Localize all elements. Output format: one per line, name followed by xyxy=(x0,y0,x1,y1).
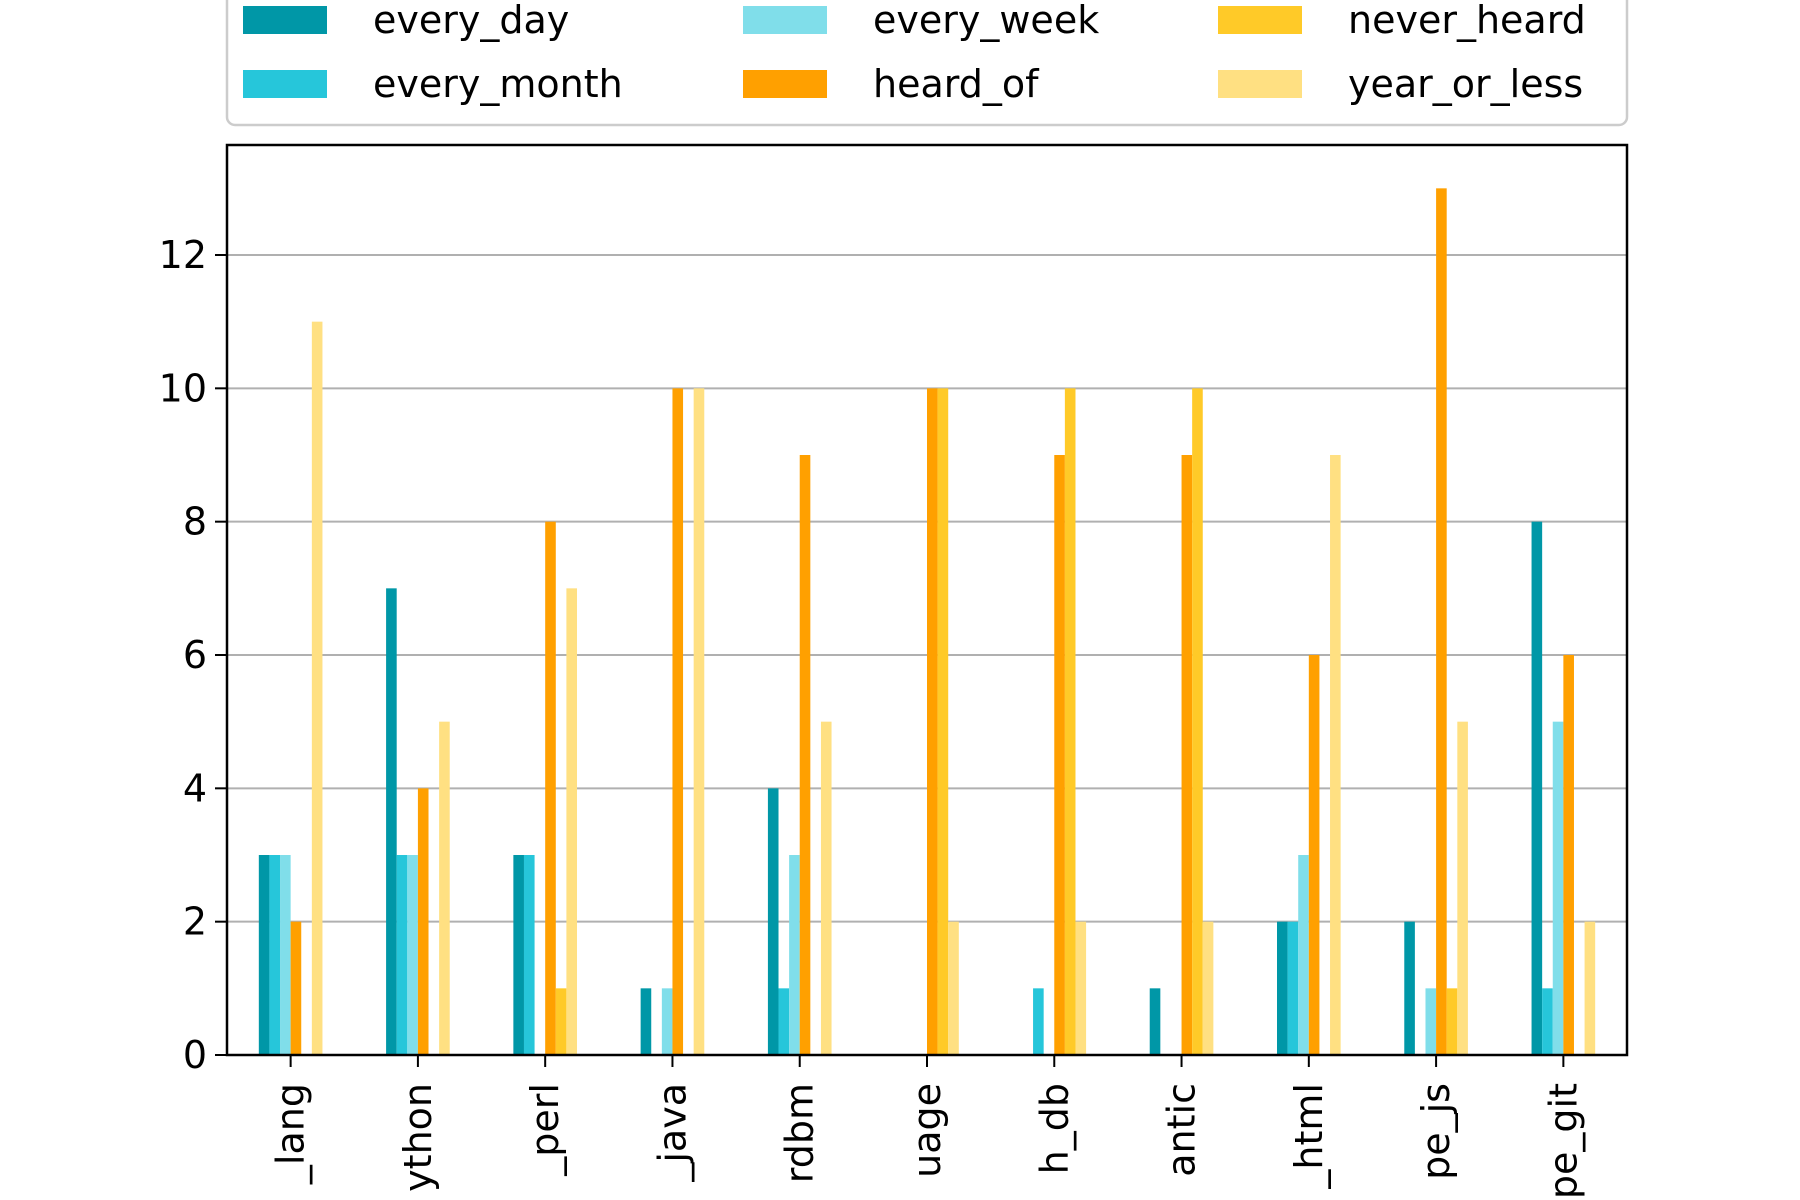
bar-every_day-8 xyxy=(1277,921,1288,1055)
bar-year_or_less-5 xyxy=(948,921,959,1055)
y-tick-label: 2 xyxy=(183,900,207,944)
bar-heard_of-10 xyxy=(1563,655,1574,1055)
bar-every_month-1 xyxy=(396,855,408,1055)
bar-every_day-1 xyxy=(386,588,397,1055)
bar-year_or_less-4 xyxy=(820,721,832,1055)
bar-every_month-6 xyxy=(1033,988,1044,1055)
bar-never_heard-7 xyxy=(1192,388,1203,1055)
y-tick-label: 12 xyxy=(159,233,207,277)
legend-label-heard_of: heard_of xyxy=(873,62,1040,106)
bar-every_week-10 xyxy=(1552,721,1564,1055)
x-tick-label: antic xyxy=(1160,1083,1204,1177)
bar-every_week-3 xyxy=(661,988,673,1055)
bar-year_or_less-3 xyxy=(693,388,705,1055)
bar-heard_of-1 xyxy=(417,788,429,1055)
legend-swatch-every_month xyxy=(243,70,327,98)
bar-heard_of-9 xyxy=(1436,188,1447,1056)
bar-every_day-0 xyxy=(258,855,270,1055)
bar-never_heard-2 xyxy=(555,988,567,1055)
x-axis: _lang ython _perl _java rdbm uage h_db antic _ht… xyxy=(269,1055,1585,1199)
bar-year_or_less-7 xyxy=(1202,921,1214,1055)
bar-every_day-10 xyxy=(1531,521,1543,1055)
x-tick-label: pe_git xyxy=(1541,1083,1585,1199)
bars xyxy=(258,188,1596,1056)
bar-every_month-8 xyxy=(1287,921,1299,1055)
bar-every_month-0 xyxy=(269,855,281,1055)
x-tick-label: pe_js xyxy=(1414,1083,1458,1180)
y-axis: 0 2 4 6 8 10 12 xyxy=(159,233,227,1077)
legend-label-every_day: every_day xyxy=(373,0,569,42)
y-tick-label: 10 xyxy=(159,366,207,410)
bar-heard_of-2 xyxy=(545,521,556,1055)
x-tick-label: _html xyxy=(1287,1083,1331,1190)
bar-year_or_less-1 xyxy=(439,721,450,1055)
legend-swatch-heard_of xyxy=(743,70,827,98)
legend-swatch-year_or_less xyxy=(1218,70,1302,98)
x-tick-label: rdbm xyxy=(778,1083,822,1183)
bar-year_or_less-10 xyxy=(1584,921,1596,1055)
x-tick-label: uage xyxy=(905,1083,949,1178)
bar-every_day-4 xyxy=(767,788,779,1055)
bar-heard_of-4 xyxy=(799,455,811,1055)
bar-every_week-0 xyxy=(280,855,291,1055)
bar-never_heard-6 xyxy=(1064,388,1076,1055)
x-tick-label: _java xyxy=(650,1083,694,1183)
bar-year_or_less-8 xyxy=(1330,455,1341,1055)
bar-heard_of-5 xyxy=(927,388,938,1055)
bar-every_month-2 xyxy=(523,855,535,1055)
bar-year_or_less-2 xyxy=(566,588,577,1055)
x-tick-label: ython xyxy=(396,1083,440,1192)
legend-swatch-every_week xyxy=(743,6,827,34)
bar-heard_of-6 xyxy=(1054,455,1065,1055)
bar-every_month-10 xyxy=(1542,988,1553,1055)
y-tick-label: 0 xyxy=(183,1033,207,1077)
bar-every_month-4 xyxy=(778,988,790,1055)
y-tick-label: 4 xyxy=(183,766,207,810)
legend-label-every_month: every_month xyxy=(373,62,623,106)
bar-every_day-3 xyxy=(640,988,652,1055)
bar-every_day-9 xyxy=(1404,921,1415,1055)
legend-label-never_heard: never_heard xyxy=(1348,0,1586,42)
x-tick-label: h_db xyxy=(1032,1083,1076,1174)
bar-heard_of-0 xyxy=(290,921,302,1055)
y-tick-label: 8 xyxy=(183,500,207,544)
bar-never_heard-9 xyxy=(1446,988,1458,1055)
legend-swatch-never_heard xyxy=(1218,6,1302,34)
x-tick-label: _perl xyxy=(523,1083,567,1177)
bar-every_week-4 xyxy=(789,855,800,1055)
bar-never_heard-5 xyxy=(937,388,949,1055)
bar-year_or_less-0 xyxy=(311,321,323,1056)
bar-every_day-2 xyxy=(513,855,524,1055)
bar-year_or_less-6 xyxy=(1075,921,1087,1055)
bar-year_or_less-9 xyxy=(1457,721,1468,1055)
legend-label-every_week: every_week xyxy=(873,0,1099,42)
bar-every_day-7 xyxy=(1149,988,1161,1055)
legend-swatch-every_day xyxy=(243,6,327,34)
bar-heard_of-3 xyxy=(672,388,684,1055)
bar-heard_of-8 xyxy=(1308,655,1320,1055)
legend: every_day every_month every_week heard_of ne… xyxy=(225,0,1629,127)
bar-every_week-9 xyxy=(1425,988,1437,1055)
legend-label-year_or_less: year_or_less xyxy=(1348,62,1583,106)
bar-heard_of-7 xyxy=(1181,455,1193,1055)
x-tick-label: _lang xyxy=(269,1083,313,1185)
bar-every_week-8 xyxy=(1298,855,1309,1055)
y-tick-label: 6 xyxy=(183,633,207,677)
bar-every_week-1 xyxy=(407,855,418,1055)
